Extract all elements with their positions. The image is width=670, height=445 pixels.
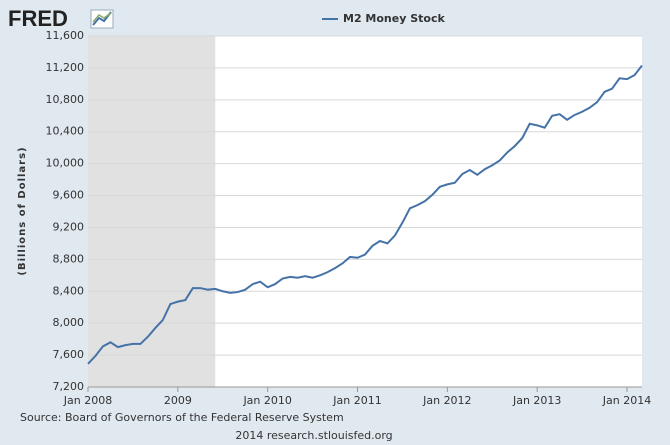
y-tick-label: 8,000 <box>53 316 85 329</box>
y-tick-label: 11,600 <box>46 29 85 42</box>
source: Source: Board of Governors of the Federa… <box>20 411 344 424</box>
recession-shade <box>88 36 216 387</box>
y-tick-label: 11,200 <box>46 61 85 74</box>
y-tick-label: 10,000 <box>46 157 85 170</box>
y-tick-label: 7,200 <box>53 380 85 393</box>
legend-label: M2 Money Stock <box>343 12 445 25</box>
x-tick-label: Jan 2013 <box>512 394 561 407</box>
x-tick-label: Jan 2011 <box>332 394 381 407</box>
y-tick-label: 9,600 <box>53 189 85 202</box>
x-tick-label: Jan 2008 <box>63 394 112 407</box>
x-tick-label: Jan 2010 <box>242 394 291 407</box>
data-line <box>87 64 643 365</box>
y-tick-label: 8,800 <box>53 252 85 265</box>
y-tick-label: 9,200 <box>53 220 85 233</box>
x-tick-label: Jan 2012 <box>422 394 471 407</box>
y-axis-label: (Billions of Dollars) <box>17 146 28 275</box>
logo-icon <box>90 9 114 29</box>
y-tick-label: 10,400 <box>46 125 85 138</box>
y-tick-label: 8,400 <box>53 284 85 297</box>
logo: FRED <box>8 6 68 31</box>
y-tick-label: 7,600 <box>53 348 85 361</box>
y-tick-label: 10,800 <box>46 93 85 106</box>
x-tick-label: Jan 2014 <box>602 394 651 407</box>
credit: 2014 research.stlouisfed.org <box>235 429 392 442</box>
x-tick-label: 2009 <box>164 394 192 407</box>
